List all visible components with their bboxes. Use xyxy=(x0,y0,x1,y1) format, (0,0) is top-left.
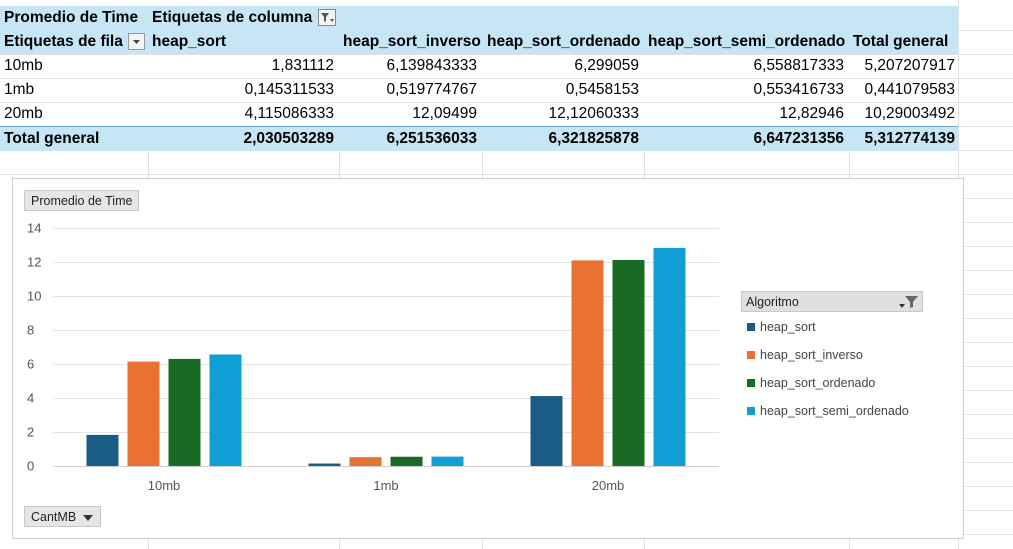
row-label[interactable]: 20mb xyxy=(4,105,43,122)
y-tick-label: 0 xyxy=(27,459,34,474)
col-header-heap-sort-ordenado: heap_sort_ordenado xyxy=(487,33,641,50)
cell-value[interactable]: 6,139843333 xyxy=(386,57,477,74)
chevron-down-icon xyxy=(83,515,94,521)
legend-swatch xyxy=(747,378,755,387)
table-row: 1mb 0,145311533 0,519774767 0,5458153 0,… xyxy=(0,78,958,102)
pivot-chart[interactable]: Promedio de Time 0 2 4 6 8 10 12 14 10mb 1mb 20mb … xyxy=(12,178,964,539)
y-tick-label: 6 xyxy=(27,357,34,372)
axis-field-label: CantMB xyxy=(31,510,77,524)
cell-value[interactable]: 4,115086333 xyxy=(244,105,334,122)
y-tick-label: 14 xyxy=(27,221,41,236)
y-tick-label: 2 xyxy=(27,425,34,440)
bar-heap_sort_semi_ordenado-20mb xyxy=(653,247,686,466)
legend-swatch xyxy=(747,406,755,415)
legend-label: heap_sort_semi_ordenado xyxy=(760,404,909,418)
cell-value[interactable]: 12,12060333 xyxy=(548,105,639,122)
column-filter-button[interactable] xyxy=(318,9,336,26)
total-value[interactable]: 6,321825878 xyxy=(548,130,639,147)
chevron-down-icon xyxy=(133,40,140,44)
legend-label: heap_sort_ordenado xyxy=(760,376,876,390)
col-header-heap-sort: heap_sort xyxy=(152,33,227,50)
axis-field-button[interactable]: CantMB xyxy=(24,506,102,527)
legend-item-heap-sort-ordenado[interactable]: heap_sort_ordenado xyxy=(747,375,875,391)
col-header-heap-sort-inverso: heap_sort_inverso xyxy=(343,33,481,50)
legend-item-heap-sort-semi-ordenado[interactable]: heap_sort_semi_ordenado xyxy=(747,403,909,419)
bar-heap_sort_inverso-1mb xyxy=(349,457,382,466)
cell-value[interactable]: 0,145311533 xyxy=(244,81,334,98)
filter-dropdown-icon xyxy=(899,296,918,308)
bar-heap_sort-10mb xyxy=(86,434,119,466)
total-value[interactable]: 6,647231356 xyxy=(753,130,844,147)
bar-heap_sort_inverso-10mb xyxy=(127,361,160,466)
pivot-header-row-2: Etiquetas de fila heap_sort heap_sort_in… xyxy=(0,30,958,54)
legend-label: heap_sort xyxy=(760,320,816,334)
cell-value[interactable]: 12,82946 xyxy=(779,105,844,122)
row-labels-caption[interactable]: Etiquetas de fila xyxy=(4,33,123,50)
cell-value[interactable]: 0,519774767 xyxy=(386,81,477,98)
bar-heap_sort_ordenado-20mb xyxy=(612,259,645,466)
table-row: 10mb 1,831112 6,139843333 6,299059 6,558… xyxy=(0,54,958,78)
bar-heap_sort_ordenado-1mb xyxy=(390,456,423,466)
cell-value[interactable]: 10,29003492 xyxy=(864,105,955,122)
x-tick-label: 20mb xyxy=(592,478,625,493)
y-tick-label: 12 xyxy=(27,255,41,270)
col-header-heap-sort-semi-ordenado: heap_sort_semi_ordenado xyxy=(648,33,846,50)
cell-value[interactable]: 1,831112 xyxy=(271,57,334,74)
row-label[interactable]: 10mb xyxy=(4,57,43,74)
filter-icon xyxy=(321,13,334,22)
legend-title-label: Algoritmo xyxy=(746,295,799,309)
bar-heap_sort_semi_ordenado-10mb xyxy=(209,354,242,466)
bar-heap_sort_semi_ordenado-1mb xyxy=(431,456,464,466)
pivot-corner-label[interactable]: Promedio de Time xyxy=(4,9,139,26)
cell-value[interactable]: 6,299059 xyxy=(574,57,639,74)
table-row: 20mb 4,115086333 12,09499 12,12060333 12… xyxy=(0,102,958,126)
legend-item-heap-sort[interactable]: heap_sort xyxy=(747,319,816,335)
cell-value[interactable]: 0,441079583 xyxy=(864,81,955,98)
col-header-total-general: Total general xyxy=(853,33,949,50)
cell-value[interactable]: 0,553416733 xyxy=(753,81,844,98)
column-labels-caption[interactable]: Etiquetas de columna xyxy=(152,9,313,26)
y-tick-label: 10 xyxy=(27,289,41,304)
legend-label: heap_sort_inverso xyxy=(760,348,863,362)
legend-item-heap-sort-inverso[interactable]: heap_sort_inverso xyxy=(747,347,863,363)
x-tick-label: 10mb xyxy=(148,478,181,493)
total-value[interactable]: 2,030503289 xyxy=(243,130,334,147)
y-tick-label: 8 xyxy=(27,323,34,338)
total-row-label[interactable]: Total general xyxy=(4,130,100,147)
y-tick-label: 4 xyxy=(27,391,34,406)
bar-heap_sort-20mb xyxy=(530,396,563,466)
value-field-button[interactable]: Promedio de Time xyxy=(24,190,140,211)
x-tick-label: 1mb xyxy=(373,478,398,493)
total-value[interactable]: 5,312774139 xyxy=(864,130,955,147)
bar-heap_sort-1mb xyxy=(308,463,341,466)
legend-title-button[interactable]: Algoritmo xyxy=(741,291,923,312)
pivot-header-row-1: Promedio de Time Etiquetas de columna xyxy=(0,6,958,30)
bar-heap_sort_ordenado-10mb xyxy=(168,358,201,466)
cell-value[interactable]: 5,207207917 xyxy=(864,57,955,74)
row-filter-button[interactable] xyxy=(128,33,145,50)
cell-value[interactable]: 12,09499 xyxy=(412,105,477,122)
total-row: Total general 2,030503289 6,251536033 6,… xyxy=(0,126,958,151)
row-label[interactable]: 1mb xyxy=(4,81,35,98)
legend-swatch xyxy=(747,350,755,359)
bar-heap_sort_inverso-20mb xyxy=(571,260,604,466)
bar-chart-plot: 0 2 4 6 8 10 12 14 10mb 1mb 20mb xyxy=(27,221,719,493)
cell-value[interactable]: 6,558817333 xyxy=(753,57,844,74)
cell-value[interactable]: 0,5458153 xyxy=(565,81,639,98)
total-value[interactable]: 6,251536033 xyxy=(386,130,477,147)
legend-swatch xyxy=(747,322,755,331)
